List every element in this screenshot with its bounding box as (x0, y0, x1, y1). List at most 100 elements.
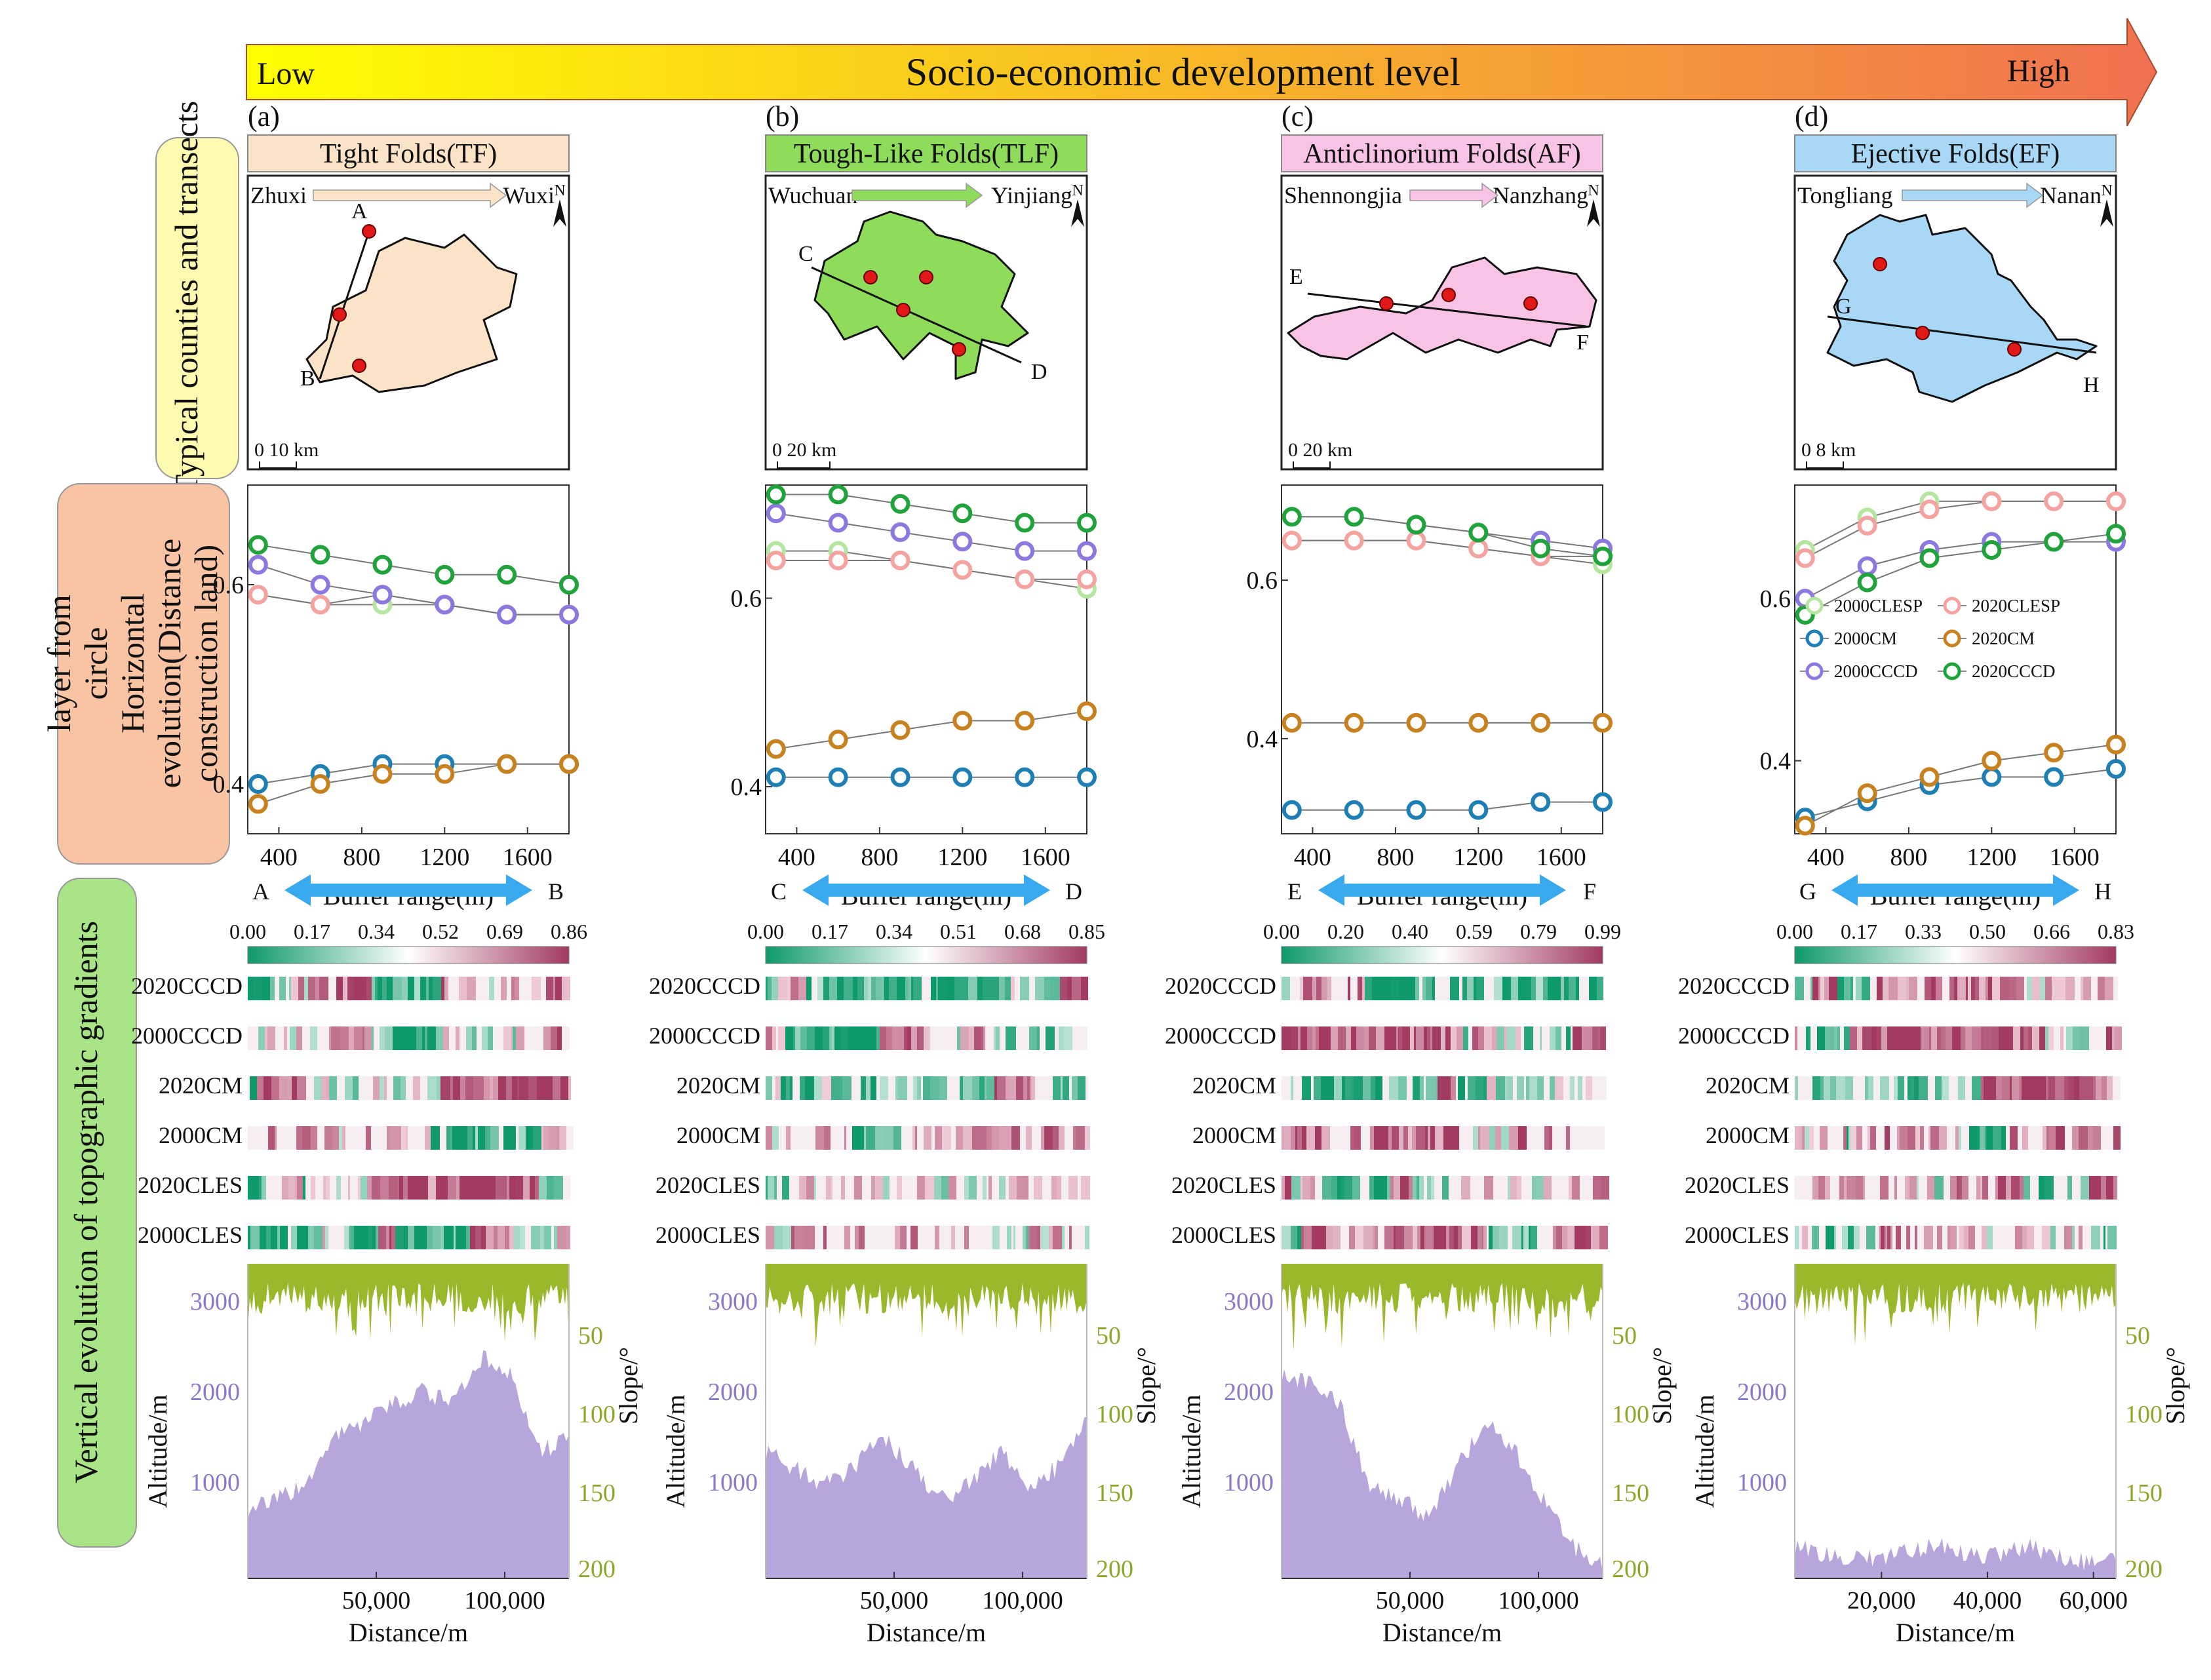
colorbar-tick-label: 0.17 (812, 920, 848, 943)
heatmap-cell (1420, 1076, 1424, 1100)
heatmap-cell (362, 1226, 368, 1249)
maps-row-label-box (155, 137, 239, 479)
heatmap-cell (440, 1126, 446, 1150)
map-scale-bar (1806, 461, 1844, 469)
heatmap-cell (1921, 1026, 1929, 1050)
heatmap-cell (329, 1026, 331, 1050)
heatmap-cell (541, 977, 546, 1000)
point-2020CM (828, 730, 848, 750)
heatmap-cell (1549, 1126, 1552, 1150)
heatmap-cell (1808, 1226, 1812, 1249)
heatmap-cell (1009, 1076, 1016, 1100)
heatmap-cell (328, 977, 336, 1000)
heatmap-cell (288, 1226, 291, 1249)
heatmap-cell (366, 1076, 368, 1100)
heatmap-cell (280, 1226, 288, 1249)
heatmap-cell (368, 1226, 372, 1249)
heatmap-cell (441, 977, 444, 1000)
heatmap-cell (824, 1126, 831, 1150)
heatmap-cell (1944, 977, 1949, 1000)
heatmap-cell (554, 1226, 557, 1249)
heatmap-cell (450, 1076, 453, 1100)
heatmap-cell (1993, 1126, 2001, 1150)
heatmap-cell (1023, 1226, 1026, 1249)
heatmap-cell (1464, 1126, 1473, 1150)
heatmap-cell (931, 1126, 935, 1150)
heatmap-cell (1477, 1226, 1481, 1249)
heatmap-cell (860, 1026, 865, 1050)
heatmap-cell (1041, 1126, 1044, 1150)
heatmap-cell (839, 1076, 842, 1100)
heatmap-cell (1959, 1026, 1961, 1050)
heatmap-cell (1456, 1076, 1458, 1100)
heatmap-cell (2089, 1176, 2094, 1200)
heatmap-cell (1419, 977, 1422, 1000)
heatmap-cell (1910, 1076, 1914, 1100)
heatmap-cell (1986, 1126, 1993, 1150)
heatmap-cell (1445, 1026, 1451, 1050)
heatmap-cell (960, 977, 968, 1000)
point-2020CLESP (766, 551, 786, 571)
heatmap-cell (359, 1126, 366, 1150)
point-2020CLESP (1982, 491, 2002, 511)
vertical-row-label: Vertical evolution of topographic gradie… (57, 878, 137, 1548)
heatmap-cell (1849, 977, 1850, 1000)
transect-end-label: D (1031, 360, 1047, 384)
heatmap-cell (288, 1126, 296, 1150)
heatmap-cell (1483, 1076, 1487, 1100)
heatmap-cell (1917, 1176, 1919, 1200)
point-2000CM (2044, 767, 2064, 787)
slope-tick-label: 200 (1612, 1555, 1649, 1583)
x-tick-label: 1600 (503, 844, 553, 871)
heatmap-cell (420, 1076, 427, 1100)
map-to-label: Nanzhang (1493, 182, 1588, 208)
heatmap-cell (940, 1026, 949, 1050)
heatmap-cell (798, 977, 806, 1000)
heatmap-cell (2105, 1226, 2107, 1249)
heatmap-cell (448, 1176, 456, 1200)
heatmap-cell (1369, 1176, 1374, 1200)
heatmap-cell (1850, 1126, 1856, 1150)
heatmap-cell (371, 1126, 378, 1150)
heatmap-cell (264, 1076, 271, 1100)
heatmap-cell (270, 977, 275, 1000)
heatmap-cell (2083, 977, 2091, 1000)
heatmap-cell (1917, 1226, 1924, 1249)
header-title: Socio-economic development level (906, 50, 1460, 94)
heatmap-cell (310, 1026, 317, 1050)
heatmap-cell (1830, 1176, 1832, 1200)
heatmap-cell (1826, 1226, 1834, 1249)
heatmap-cell (524, 1026, 530, 1050)
heatmap-cell (924, 1026, 930, 1050)
heatmap-cell (1919, 1026, 1921, 1050)
heatmap-cell (2036, 1076, 2041, 1100)
point-2020CLESP (2044, 491, 2064, 511)
heatmap-cell (983, 1176, 987, 1200)
point-2020CM (1857, 783, 1877, 804)
heatmap-cell (1856, 977, 1862, 1000)
heatmap-cell (783, 1226, 791, 1249)
colorbar-tick-label: 0.34 (876, 920, 912, 943)
heatmap-cell (289, 977, 291, 1000)
heatmap-cell (1836, 1226, 1842, 1249)
heatmap-cell (1006, 1176, 1009, 1200)
heatmap-cell (1451, 1026, 1457, 1050)
heatmap-cell (420, 977, 426, 1000)
heatmap-cell (1350, 1126, 1354, 1150)
heatmap-cell (562, 977, 570, 1000)
heatmap-cell (422, 1026, 425, 1050)
heatmap-cell (1392, 1126, 1399, 1150)
heatmap-cell (507, 1176, 509, 1200)
point-2020CLESP (1795, 548, 1815, 568)
heatmap-cell (1438, 1076, 1443, 1100)
heatmap-cell (427, 1076, 437, 1100)
heatmap-cell (1390, 1176, 1394, 1200)
heatmap-cell (972, 1076, 979, 1100)
heatmap-cell (530, 1026, 539, 1050)
horizontal-row-label-text: layer from (41, 595, 77, 732)
heatmap-cell (2096, 1076, 2102, 1100)
heatmap-cell (1000, 1226, 1007, 1249)
profile-x-tick-label: 100,000 (1498, 1587, 1579, 1614)
heatmap-cell (361, 1176, 367, 1200)
heatmap-cell (543, 1126, 549, 1150)
